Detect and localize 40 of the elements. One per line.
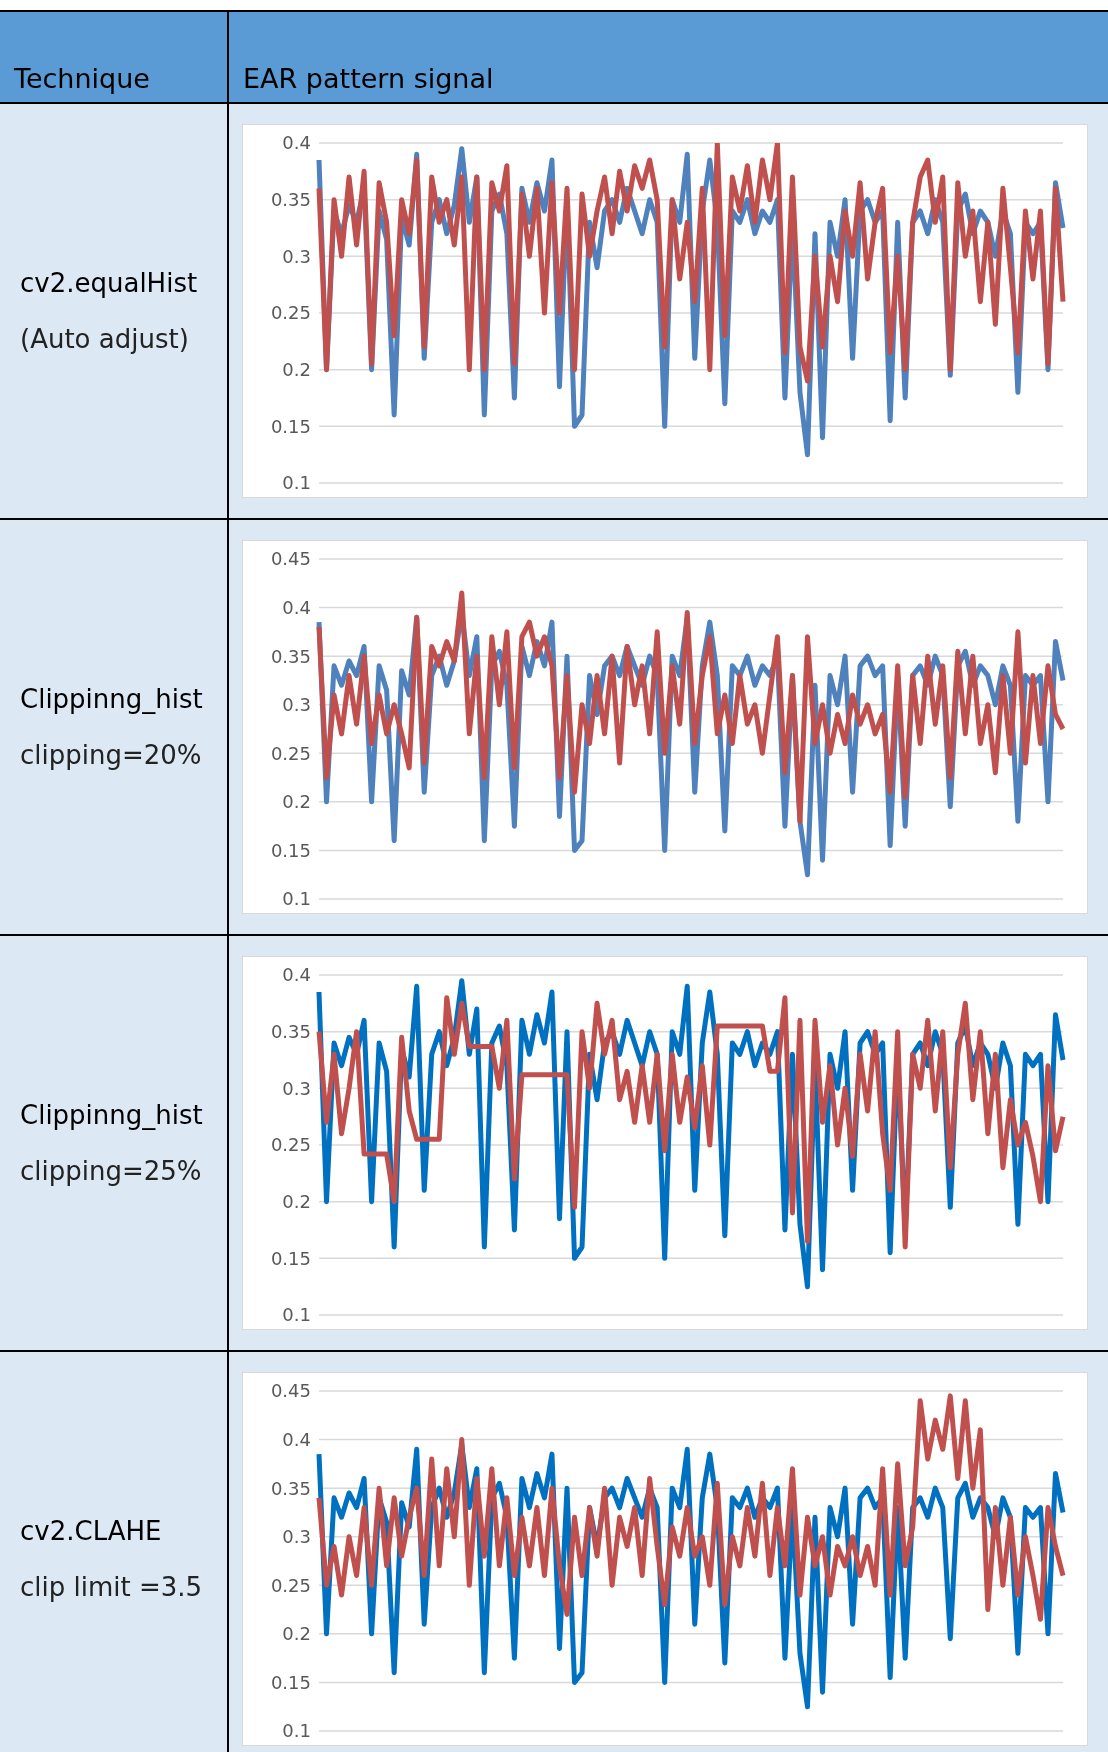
- text: clipping=25%: [20, 1155, 203, 1188]
- y-tick-label: 0.2: [282, 359, 311, 381]
- text: cv2.equalHist: [20, 267, 199, 300]
- y-tick-label: 0.1: [282, 472, 311, 494]
- text: Technique: [0, 12, 229, 102]
- y-tick-label: 0.15: [270, 1671, 311, 1693]
- y-tick-label: 0.3: [282, 1526, 311, 1548]
- y-tick-label: 0.2: [282, 1623, 311, 1645]
- y-tick-label: 0.25: [270, 1134, 311, 1156]
- y-tick-label: 0.2: [282, 1191, 311, 1213]
- y-tick-label: 0.25: [270, 302, 311, 324]
- text: Clippinng_hist: [20, 683, 204, 716]
- text: clipping=20%: [20, 739, 203, 772]
- y-tick-label: 0.4: [282, 596, 311, 618]
- y-tick-label: 0.35: [270, 189, 311, 211]
- text: clip limit =3.5: [20, 1571, 204, 1604]
- y-tick-label: 0.1: [282, 1304, 311, 1326]
- y-tick-label: 0.25: [270, 1574, 311, 1596]
- y-tick-label: 0.4: [282, 132, 311, 154]
- y-tick-label: 0.3: [282, 245, 311, 267]
- y-tick-label: 0.45: [270, 548, 311, 570]
- y-tick-label: 0.15: [270, 839, 311, 861]
- y-tick-label: 0.3: [282, 1077, 311, 1099]
- y-tick-label: 0.4: [282, 1428, 311, 1450]
- y-tick-label: 0.35: [270, 1021, 311, 1043]
- text: EAR pattern signal: [242, 62, 495, 96]
- y-tick-label: 0.3: [282, 694, 311, 716]
- y-tick-label: 0.4: [282, 964, 311, 986]
- y-tick-label: 0.1: [282, 1720, 311, 1742]
- y-tick-label: 0.25: [270, 742, 311, 764]
- y-tick-label: 0.1: [282, 888, 311, 910]
- y-tick-label: 0.15: [270, 1247, 311, 1269]
- y-tick-label: 0.2: [282, 791, 311, 813]
- y-tick-label: 0.15: [270, 415, 311, 437]
- y-tick-label: 0.45: [270, 1380, 311, 1402]
- text: Clippinng_hist: [20, 1099, 204, 1132]
- text: (Auto adjust): [20, 323, 190, 356]
- y-tick-label: 0.35: [270, 645, 311, 667]
- y-tick-label: 0.35: [270, 1477, 311, 1499]
- text: cv2.CLAHE: [20, 1515, 163, 1548]
